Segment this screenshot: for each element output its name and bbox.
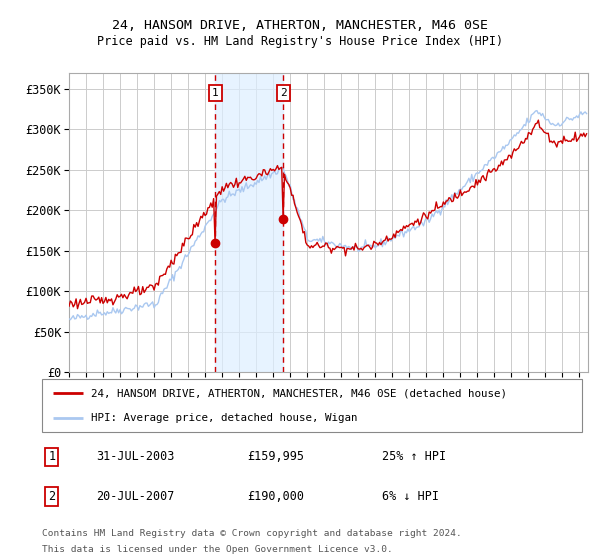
Text: HPI: Average price, detached house, Wigan: HPI: Average price, detached house, Wiga… [91, 413, 357, 423]
Text: 2: 2 [48, 490, 55, 503]
Text: £190,000: £190,000 [247, 490, 304, 503]
Text: This data is licensed under the Open Government Licence v3.0.: This data is licensed under the Open Gov… [42, 545, 393, 554]
Text: Price paid vs. HM Land Registry's House Price Index (HPI): Price paid vs. HM Land Registry's House … [97, 35, 503, 49]
Text: 6% ↓ HPI: 6% ↓ HPI [382, 490, 439, 503]
Text: 1: 1 [212, 88, 218, 98]
Text: 1: 1 [48, 450, 55, 464]
Text: 20-JUL-2007: 20-JUL-2007 [96, 490, 175, 503]
Bar [215, 73, 283, 372]
Text: 24, HANSOM DRIVE, ATHERTON, MANCHESTER, M46 0SE (detached house): 24, HANSOM DRIVE, ATHERTON, MANCHESTER, … [91, 389, 506, 399]
Text: 25% ↑ HPI: 25% ↑ HPI [382, 450, 446, 464]
Text: 2: 2 [280, 88, 286, 98]
Text: £159,995: £159,995 [247, 450, 304, 464]
Text: 24, HANSOM DRIVE, ATHERTON, MANCHESTER, M46 0SE: 24, HANSOM DRIVE, ATHERTON, MANCHESTER, … [112, 18, 488, 32]
Text: Contains HM Land Registry data © Crown copyright and database right 2024.: Contains HM Land Registry data © Crown c… [42, 529, 462, 538]
Text: 31-JUL-2003: 31-JUL-2003 [96, 450, 175, 464]
